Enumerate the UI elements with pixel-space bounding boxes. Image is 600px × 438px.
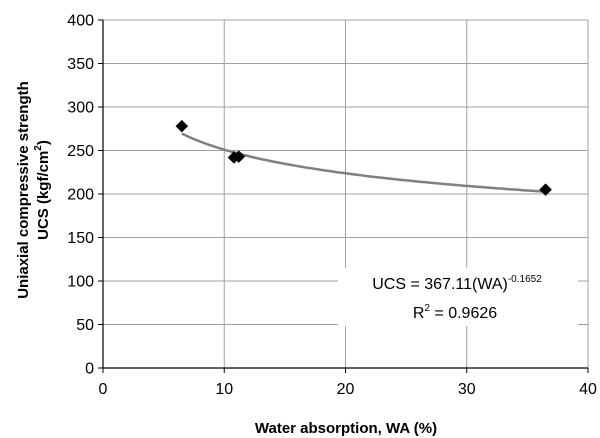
data-points	[175, 119, 552, 197]
equation-box-background	[338, 268, 578, 326]
data-point	[175, 119, 189, 133]
y-tick-label: 300	[67, 100, 94, 117]
x-tick-label: 30	[458, 381, 476, 398]
y-tick-labels: 0 50 100 150 200 250 300 350 400	[67, 13, 94, 378]
x-tick-label: 40	[579, 381, 597, 398]
y-tick-label: 250	[67, 143, 94, 160]
trend-equation: UCS = 367.11(WA)-0.1652	[372, 274, 542, 293]
axes	[98, 19, 589, 373]
y-tick-label: 100	[67, 274, 94, 291]
y-axis-title-line1: Uniaxial compressive strength	[15, 81, 32, 299]
trendline-layer	[181, 132, 546, 193]
x-tick-label: 0	[99, 381, 108, 398]
x-tick-labels: 0 10 20 30 40	[99, 381, 597, 398]
trendline	[181, 132, 546, 193]
data-point	[232, 150, 246, 163]
x-tick-label: 10	[215, 381, 233, 398]
x-tick-label: 20	[337, 381, 355, 398]
y-tick-label: 0	[85, 361, 94, 378]
y-tick-label: 350	[67, 56, 94, 73]
y-tick-label: 50	[76, 317, 94, 334]
y-tick-label: 150	[67, 230, 94, 247]
r-squared: R2 = 0.9626	[413, 303, 497, 322]
y-tick-label: 200	[67, 187, 94, 204]
y-axis-title: Uniaxial compressive strength UCS (kgf/c…	[15, 81, 52, 299]
x-axis-title: Water absorption, WA (%)	[255, 420, 437, 437]
equation-box: UCS = 367.11(WA)-0.1652 R2 = 0.9626	[338, 268, 578, 326]
y-axis-title-line2: UCS (kgf/cm2)	[33, 140, 52, 240]
y-tick-label: 400	[67, 13, 94, 30]
data-point	[539, 183, 552, 197]
